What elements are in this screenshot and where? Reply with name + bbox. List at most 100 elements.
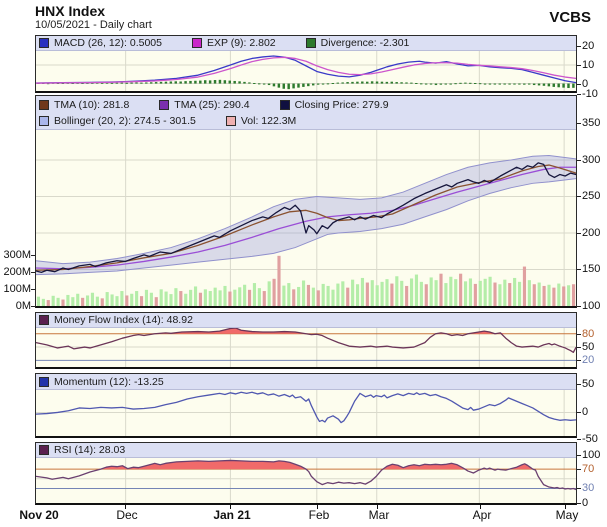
legend-label: EXP (9): 2.802 (206, 37, 276, 49)
volume-bar (154, 297, 158, 306)
y-axis-label: 300 (582, 154, 601, 166)
series-closingprice (36, 162, 576, 274)
divergence-bar (419, 83, 423, 85)
volume-bar (233, 289, 237, 306)
divergence-bar (567, 83, 570, 89)
x-axis-tick (565, 505, 566, 509)
y-axis-tick (577, 46, 581, 47)
series-exp (36, 56, 576, 84)
divergence-bar (346, 82, 349, 84)
y-axis-tick (577, 269, 581, 270)
legend-label: Closing Price: 279.9 (294, 98, 389, 111)
x-axis-tick (317, 505, 318, 509)
divergence-bar (483, 83, 487, 85)
y-axis-tick (577, 306, 581, 307)
divergence-bar (120, 82, 123, 84)
divergence-bar (297, 83, 300, 88)
divergence-bar (498, 83, 501, 85)
divergence-bar (105, 82, 109, 84)
divergence-bar (454, 83, 457, 85)
divergence-bar (292, 83, 295, 89)
volume-bar (400, 280, 404, 306)
overbought-fill (36, 328, 576, 334)
plot-price (36, 130, 576, 306)
divergence-bar (375, 81, 379, 84)
divergence-bar (518, 83, 521, 85)
divergence-bar (400, 82, 403, 84)
y-axis-label: 50 (582, 378, 595, 390)
volume-bar (370, 280, 374, 306)
divergence-bar (473, 83, 477, 84)
volume-bar (454, 279, 458, 306)
legend-label: TMA (10): 281.8 (54, 98, 130, 111)
volume-bar (61, 299, 65, 306)
divergence-bar (184, 81, 187, 84)
volume-bar (46, 300, 50, 306)
legend-mfi: Money Flow Index (14): 48.92 (36, 313, 576, 328)
volume-bar (508, 283, 512, 306)
y-axis-label: 20 (582, 354, 595, 366)
y-axis-label: -50 (582, 433, 598, 445)
y-axis-label: 80 (582, 328, 595, 340)
volume-bar (228, 291, 232, 306)
divergence-bar (321, 83, 325, 85)
brand-logo: VCBS (549, 9, 591, 26)
y-axis-label: 50 (582, 341, 595, 353)
y-axis-tick (577, 439, 581, 440)
closing-swatch-icon (279, 99, 290, 110)
plot-momentum (36, 390, 576, 436)
volume-bar (282, 285, 286, 306)
divergence-bar (336, 82, 339, 84)
volume-bar (419, 281, 423, 306)
y-axis-label: -10 (582, 88, 598, 100)
volume-bar (139, 296, 144, 306)
volume-bars (36, 255, 576, 306)
legend-label: Momentum (12): -13.25 (54, 375, 164, 388)
volume-bar (527, 280, 531, 306)
divergence-bar (91, 82, 94, 84)
divergence-bar (361, 81, 364, 84)
volume-bar (135, 291, 139, 306)
volume-bar (105, 292, 109, 306)
y-axis-tick (577, 469, 581, 470)
volume-bar (130, 293, 134, 306)
legend-item: Money Flow Index (14): 48.92 (39, 314, 193, 326)
legend-item: TMA (25): 290.4 (159, 99, 250, 111)
x-axis-label: Feb (308, 508, 330, 522)
volume-bar (468, 278, 473, 306)
divergence-bar (365, 81, 369, 84)
volume-bar (493, 282, 497, 306)
volume-bar (385, 279, 389, 306)
divergence-bar (351, 81, 354, 84)
volume-bar (552, 287, 556, 306)
divergence-bar (311, 83, 315, 86)
volume-axis-label: 200M (3, 266, 31, 278)
legend-label: Money Flow Index (14): 48.92 (54, 314, 193, 326)
volume-bar (316, 290, 320, 306)
divergence-bar (169, 81, 173, 84)
y-axis-tick (577, 360, 581, 361)
legend-item: MACD (26, 12): 0.5005 (39, 37, 162, 49)
divergence-bar (302, 83, 305, 87)
volume-bar (498, 284, 502, 306)
volume-axis-tick (31, 289, 35, 290)
volume-axis-label: 100M (3, 283, 31, 295)
volume-bar (547, 284, 551, 306)
y-axis-tick (577, 412, 581, 413)
divergence-bar (100, 82, 104, 84)
legend-label: RSI (14): 28.03 (54, 444, 126, 456)
divergence-bar (282, 83, 285, 89)
volume-bar (218, 290, 222, 306)
plot-mfi (36, 328, 576, 367)
volume-bar (478, 280, 482, 306)
bollinger-lower-line (36, 178, 576, 276)
divergence-bar (478, 83, 482, 85)
divergence-bar (557, 83, 560, 88)
divergence-bar (125, 82, 128, 84)
legend-row: Money Flow Index (14): 48.92 (39, 313, 576, 327)
y-axis-tick (577, 84, 581, 85)
volume-bar (517, 281, 522, 306)
series-momentum (36, 391, 576, 424)
volume-bar (76, 293, 80, 306)
